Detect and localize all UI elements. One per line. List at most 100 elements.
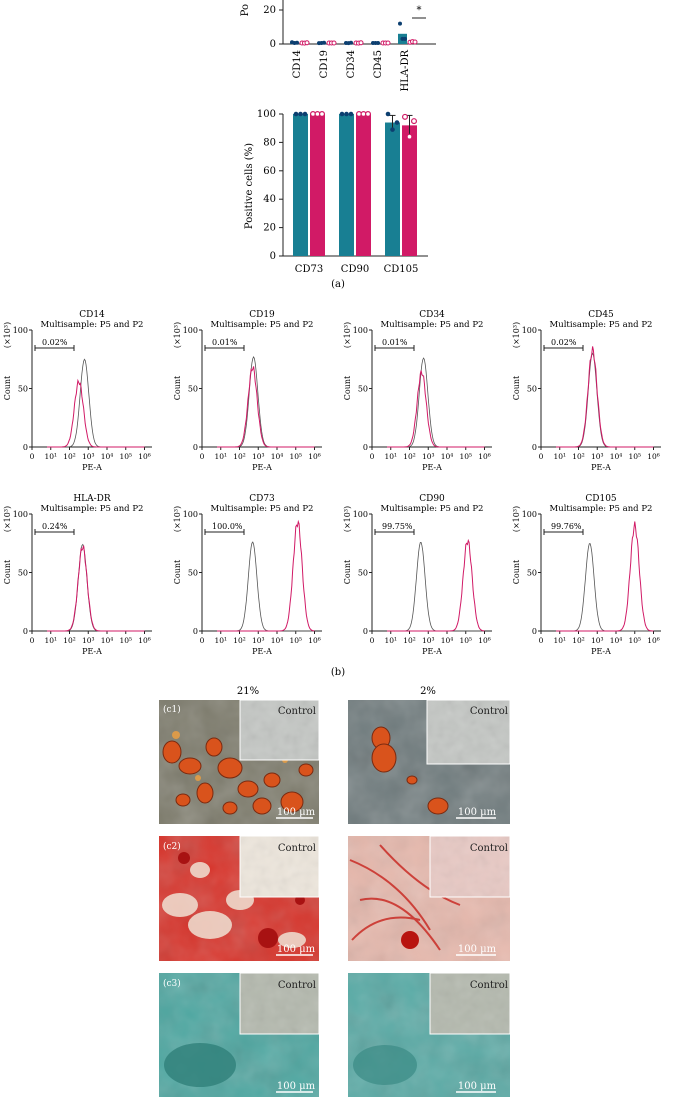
- flow-x-tick-label: 0: [200, 636, 205, 645]
- flow-x-axis-label: PE-A: [591, 463, 611, 472]
- point-2%-CD14: [304, 40, 310, 46]
- flow-y-tick-label-0: 0: [363, 443, 368, 452]
- flow-x-tick-label: 10¹: [214, 636, 227, 645]
- point-21%-CD90: [348, 111, 354, 117]
- flow-x-tick-label: 10³: [591, 636, 604, 645]
- control-histogram-CD45: [556, 352, 654, 448]
- sample-histogram-CD45: [556, 346, 654, 448]
- gate-percentage: 0.01%: [212, 338, 238, 347]
- panel-a-caption: (a): [331, 279, 345, 290]
- flow-x-tick-label: 10⁴: [101, 636, 114, 645]
- flow-y-axis-label: Count: [3, 375, 12, 400]
- point-2%-CD34: [358, 40, 364, 46]
- point-21%-CD90: [344, 111, 349, 117]
- flow-x-tick-label: 0: [370, 452, 375, 461]
- control-label: Control: [470, 980, 508, 991]
- flow-x-tick-label: 10²: [403, 452, 416, 461]
- sample-histogram-CD73: [217, 519, 315, 632]
- flow-x-tick-label: 0: [539, 636, 544, 645]
- flow-x-tick-label: 10⁵: [289, 636, 302, 645]
- point-2%-CD90: [365, 110, 372, 117]
- flow-x-tick-label: 10³: [252, 636, 265, 645]
- control-histogram-CD34: [387, 357, 485, 448]
- control-histogram-HLA-DR: [47, 543, 145, 632]
- flow-x-tick-label: 10⁴: [271, 452, 284, 461]
- flow-y-tick-label-0: 0: [532, 443, 537, 452]
- point-21%-HLA-DR: [403, 36, 407, 41]
- flow-y-scale: (×10³): [3, 506, 12, 532]
- point-2%-CD105: [402, 113, 409, 120]
- scale-bar-label: 100 μm: [458, 944, 497, 955]
- sample-histogram-CD19: [217, 366, 315, 448]
- flow-x-axis-label: PE-A: [591, 647, 611, 656]
- scale-bar-label: 100 μm: [277, 1081, 316, 1092]
- flow-x-tick-label: 10⁴: [610, 452, 623, 461]
- flow-x-tick-label: 0: [30, 636, 35, 645]
- flow-x-tick-label: 10²: [403, 636, 416, 645]
- gate-percentage: 0.24%: [42, 522, 68, 531]
- flow-x-tick-label: 10¹: [553, 452, 566, 461]
- flow-title-CD90: CD90: [419, 494, 445, 504]
- flow-x-tick-label: 10⁶: [138, 452, 151, 461]
- y-tick-label-100: 100: [257, 109, 276, 120]
- sample-histogram-CD105: [556, 521, 654, 632]
- flow-x-tick-label: 10⁴: [101, 452, 114, 461]
- flow-x-tick-label: 10⁵: [119, 636, 132, 645]
- y-tick-label-80: 80: [263, 137, 276, 148]
- bar-21%-CD105: [385, 122, 400, 257]
- flow-title-CD45: CD45: [588, 310, 614, 320]
- flow-y-tick-label-0: 0: [23, 627, 28, 636]
- control-label: Control: [278, 706, 316, 717]
- flow-x-tick-label: 10⁶: [308, 636, 321, 645]
- bottom-bar-chart: 100 80 60 40 20 0 Positive cells (%) CD73 CD90…: [244, 109, 428, 275]
- flow-title-CD34: CD34: [419, 310, 445, 320]
- flow-x-tick-label: 10²: [63, 636, 76, 645]
- y-tick-label-60: 60: [263, 166, 276, 177]
- flow-x-axis-label: PE-A: [422, 647, 442, 656]
- point-2%-CD19: [331, 40, 337, 46]
- flow-y-axis-label: Count: [512, 375, 521, 400]
- flow-y-tick-label-50: 50: [188, 385, 198, 394]
- flow-x-tick-label: 10¹: [384, 636, 397, 645]
- scale-bar-label: 100 μm: [458, 1081, 497, 1092]
- y-tick-label-20: 20: [263, 223, 276, 234]
- flow-x-axis-label: PE-A: [252, 647, 272, 656]
- flow-y-tick-label-0: 0: [363, 627, 368, 636]
- sample-histogram-HLA-DR: [47, 545, 145, 632]
- flow-y-axis-label: Count: [173, 559, 182, 584]
- gate-percentage: 100.0%: [212, 522, 243, 531]
- flow-x-tick-label: 10³: [252, 452, 265, 461]
- flow-x-tick-label: 10⁶: [647, 452, 660, 461]
- bottom-chart-ylabel: Positive cells (%): [244, 143, 255, 229]
- top-chart-tick-20: 20: [263, 5, 276, 16]
- point-2%-CD45: [385, 40, 391, 46]
- bar-21%-CD90: [339, 114, 354, 256]
- flow-y-tick-label-50: 50: [358, 569, 368, 578]
- flow-y-scale: (×10³): [343, 506, 352, 532]
- point-21%-CD14: [295, 40, 299, 45]
- flow-y-scale: (×10³): [173, 506, 182, 532]
- point-21%-CD34: [349, 40, 353, 45]
- flow-x-tick-label: 0: [539, 452, 544, 461]
- point-21%-CD90: [339, 111, 345, 117]
- flow-subtitle: Multisample: P5 and P2: [381, 320, 484, 330]
- flow-x-tick-label: 10⁵: [459, 636, 472, 645]
- flow-y-axis-label: Count: [343, 375, 352, 400]
- flow-x-tick-label: 0: [200, 452, 205, 461]
- flow-x-tick-label: 10⁴: [271, 636, 284, 645]
- flow-x-axis-label: PE-A: [252, 463, 272, 472]
- flow-y-tick-label-100: 100: [13, 326, 28, 335]
- flow-x-tick-label: 10¹: [553, 636, 566, 645]
- flow-y-tick-label-0: 0: [23, 443, 28, 452]
- top-bar-chart: Po 20 0 CD14 CD19 CD34 CD45 HLA-DR *: [240, 0, 436, 92]
- flow-y-tick-label-100: 100: [522, 326, 537, 335]
- flow-y-tick-label-50: 50: [527, 385, 537, 394]
- control-label: Control: [470, 706, 508, 717]
- flow-title-CD73: CD73: [249, 494, 275, 504]
- point-21%-CD73: [293, 111, 299, 117]
- flow-x-tick-label: 10⁵: [628, 452, 641, 461]
